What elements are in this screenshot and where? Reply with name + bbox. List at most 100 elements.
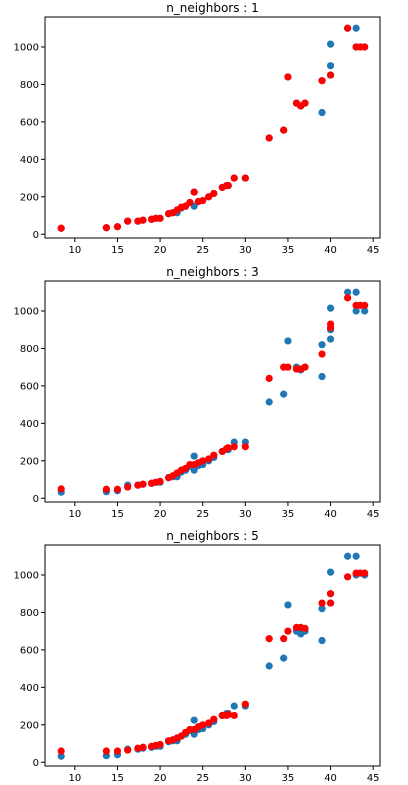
y-tick-label: 0 [33,494,39,505]
data-point [301,99,309,107]
data-point [113,485,122,493]
data-point [230,711,238,720]
data-point [280,390,288,398]
data-point [241,443,249,451]
y-tick-label: 1000 [14,306,39,317]
data-point [199,196,207,205]
chart-title: n_neighbors : 5 [166,529,259,543]
data-point [344,573,352,581]
series-actual [57,288,369,496]
data-point [139,743,147,751]
y-tick-label: 0 [33,230,39,241]
data-point [113,747,122,755]
data-point [265,374,273,382]
data-point [210,451,218,459]
y-tick-label: 1000 [14,570,39,581]
plot-frame [44,280,381,503]
data-point [139,216,147,224]
data-point [326,71,335,79]
y-tick-label: 1000 [14,42,39,53]
series-predicted [57,24,369,232]
data-point [124,746,132,754]
x-tick-label: 45 [367,509,380,520]
y-tick-label: 400 [20,683,39,694]
x-tick-label: 40 [324,773,337,784]
data-point [326,62,335,70]
data-point [318,108,326,117]
data-point [284,627,292,635]
data-point [318,341,326,349]
data-point [352,552,360,560]
data-point [280,654,288,662]
data-point [352,307,360,315]
data-point [344,24,352,32]
data-point [199,457,207,465]
data-point [139,480,147,488]
data-point [156,477,164,485]
data-point [326,40,335,48]
data-point [284,363,292,371]
data-point [57,752,65,760]
x-tick-label: 20 [154,773,167,784]
data-point [344,552,352,560]
y-tick-label: 600 [20,381,39,392]
y-tick-label: 200 [20,456,39,467]
data-point [344,294,352,302]
data-point [190,716,198,724]
data-point [230,174,238,182]
y-tick-label: 600 [20,117,39,128]
data-point [156,740,164,749]
y-tick-label: 800 [20,80,39,91]
x-tick-label: 45 [367,245,380,256]
data-point [205,719,213,727]
data-point [265,134,273,142]
data-point [205,455,213,463]
x-tick-label: 40 [324,509,337,520]
data-point [190,452,198,460]
series-predicted [57,569,369,755]
data-point [318,372,326,381]
data-point [230,443,238,451]
x-tick-label: 35 [282,509,295,520]
x-tick-label: 10 [68,509,81,520]
data-point [280,635,288,643]
data-point [265,635,273,643]
y-tick-label: 400 [20,155,39,166]
series-predicted [57,294,369,493]
series-actual [57,24,369,232]
data-point [326,320,335,328]
data-point [284,601,292,609]
data-point [102,224,110,232]
data-point [57,485,65,493]
data-point [284,337,292,345]
x-tick-label: 15 [111,245,124,256]
x-tick-label: 35 [282,773,295,784]
data-point [57,224,65,232]
subplot-1: n_neighbors : 1 10 15 20 25 30 35 40 45 0 200 400 60… [14,1,381,256]
data-point [280,126,288,134]
y-tick-label: 400 [20,419,39,430]
x-tick-label: 15 [111,773,124,784]
data-point [102,747,110,755]
y-tick-label: 800 [20,344,39,355]
series-actual [57,552,369,760]
data-point [326,335,335,343]
x-tick-label: 10 [68,773,81,784]
data-point [224,181,232,190]
data-point [265,662,273,670]
data-point [318,636,326,645]
data-point [318,350,326,358]
plot-frame [44,544,381,767]
data-point [190,188,198,196]
data-point [265,398,273,406]
y-tick-label: 800 [20,608,39,619]
data-point [156,214,164,222]
x-tick-label: 20 [154,245,167,256]
data-point [124,217,132,225]
data-point [205,193,213,201]
data-point [301,363,309,371]
chart-title: n_neighbors : 1 [166,1,259,15]
data-point [241,174,249,182]
data-point [326,599,335,607]
